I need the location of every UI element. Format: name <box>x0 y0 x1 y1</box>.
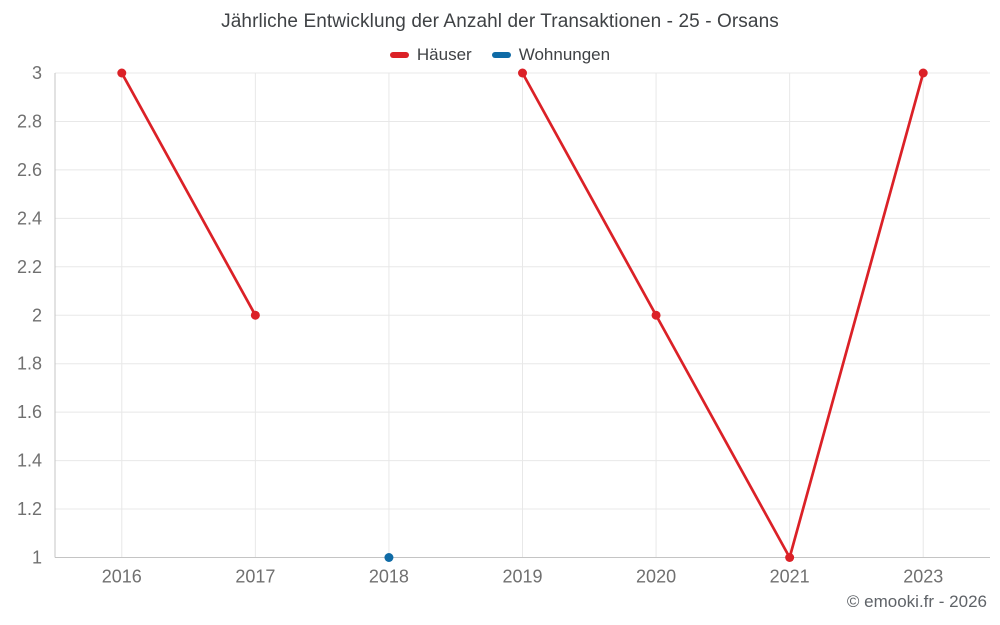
legend-swatch-haeuser-icon <box>389 52 409 58</box>
data-point-h-user[interactable] <box>651 310 661 320</box>
y-tick-label: 2.4 <box>17 208 42 228</box>
y-tick-label: 3 <box>32 63 42 83</box>
y-tick-label: 2.6 <box>17 160 42 180</box>
y-tick-label: 1.2 <box>17 499 42 519</box>
y-tick-label: 1.4 <box>17 451 42 471</box>
y-tick-label: 2.8 <box>17 111 42 131</box>
legend-swatch-wohnungen-icon <box>491 52 511 58</box>
data-point-h-user[interactable] <box>918 68 928 78</box>
y-tick-label: 2 <box>32 305 42 325</box>
legend-label-wohnungen: Wohnungen <box>518 45 611 64</box>
data-point-wohnungen[interactable] <box>384 553 394 562</box>
y-tick-label: 1 <box>32 548 42 568</box>
legend-label-haeuser: Häuser <box>416 45 472 64</box>
copyright: © emooki.fr - 2026 <box>846 592 987 611</box>
data-point-h-user[interactable] <box>785 553 795 562</box>
chart-title: Jährliche Entwicklung der Anzahl der Tra… <box>221 11 779 32</box>
data-point-h-user[interactable] <box>250 310 260 320</box>
x-tick-label: 2019 <box>502 567 542 587</box>
x-tick-label: 2016 <box>102 567 142 587</box>
legend: Häuser Wohnungen <box>0 45 1000 65</box>
legend-item-wohnungen[interactable]: Wohnungen <box>491 45 611 65</box>
x-tick-label: 2020 <box>636 567 676 587</box>
x-tick-label: 2023 <box>903 567 943 587</box>
data-point-h-user[interactable] <box>117 68 127 78</box>
series-line-h-user <box>120 71 257 317</box>
x-tick-label: 2021 <box>770 567 810 587</box>
data-point-h-user[interactable] <box>518 68 527 78</box>
y-tick-label: 2.2 <box>17 257 42 277</box>
legend-item-haeuser[interactable]: Häuser <box>389 45 472 65</box>
y-tick-label: 1.6 <box>17 402 42 422</box>
x-tick-label: 2018 <box>369 567 409 587</box>
series-line-h-user <box>521 71 925 559</box>
y-tick-label: 1.8 <box>17 354 42 374</box>
x-tick-label: 2017 <box>235 567 275 587</box>
